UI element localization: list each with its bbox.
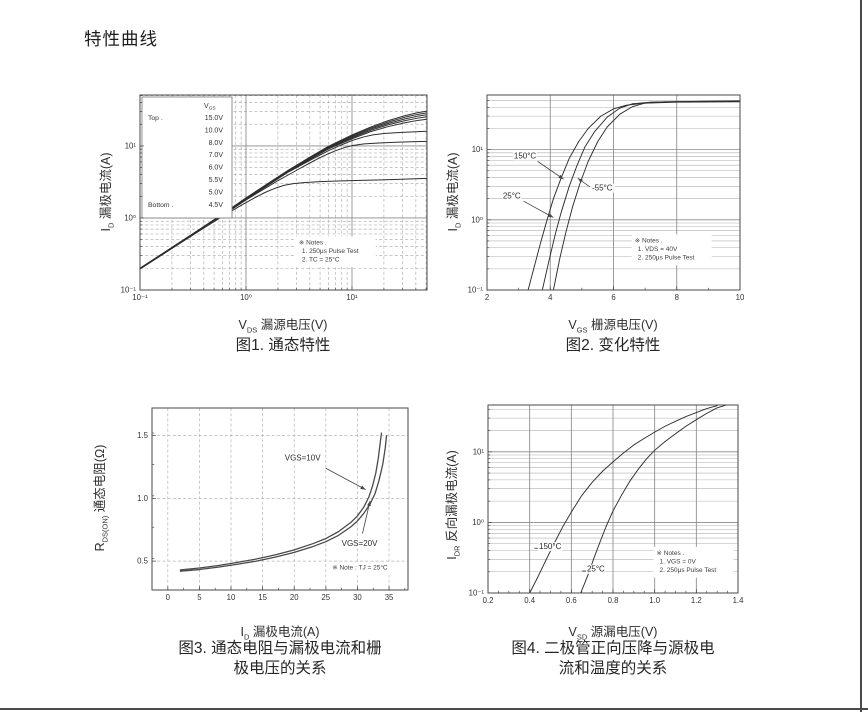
svg-text:1.4: 1.4 <box>733 596 745 605</box>
svg-text:150°C: 150°C <box>539 542 562 551</box>
svg-text:※ Notes .: ※ Notes . <box>635 237 663 244</box>
svg-text:1.0: 1.0 <box>137 494 149 503</box>
svg-text:10⁰: 10⁰ <box>472 518 484 527</box>
svg-text:VGS: VGS <box>204 103 216 112</box>
svg-text:6: 6 <box>611 293 615 302</box>
svg-text:2. 250μs Pulse Test: 2. 250μs Pulse Test <box>638 255 695 262</box>
fig1-output-characteristics-plot: VGS Top . 15.0V 10.0V 8.0V 7.0V 6.0V 5.5V 5.0V Bo… <box>121 94 428 302</box>
svg-text:10.0V: 10.0V <box>205 127 224 134</box>
svg-text:10¹: 10¹ <box>473 447 485 456</box>
svg-text:150°C: 150°C <box>514 151 537 160</box>
svg-text:-55°C: -55°C <box>592 184 613 193</box>
svg-text:※ Notes .: ※ Notes . <box>299 239 327 246</box>
fig2-x-axis-label: VGS 栅源电压(V) <box>568 318 658 335</box>
svg-text:VGS=10V: VGS=10V <box>285 454 321 463</box>
svg-text:10⁻¹: 10⁻¹ <box>121 286 137 295</box>
svg-text:10⁰: 10⁰ <box>124 214 136 223</box>
svg-text:10¹: 10¹ <box>472 145 484 154</box>
fig3-x-axis-label: ID 漏极电流(A) <box>240 625 320 642</box>
svg-text:5: 5 <box>197 593 202 602</box>
svg-text:0: 0 <box>166 593 171 602</box>
svg-text:10⁻¹: 10⁻¹ <box>468 286 484 295</box>
svg-text:Bottom .: Bottom . <box>148 202 173 209</box>
svg-text:1. 250μs Pulse Test: 1. 250μs Pulse Test <box>302 248 359 255</box>
page-border-bottom <box>0 708 868 710</box>
svg-text:Top .: Top . <box>148 115 163 122</box>
svg-text:15: 15 <box>258 593 267 602</box>
svg-text:1.0: 1.0 <box>649 596 661 605</box>
svg-text:25°C: 25°C <box>587 565 605 574</box>
svg-text:4.5V: 4.5V <box>209 202 224 209</box>
svg-text:1. VDS = 40V: 1. VDS = 40V <box>638 246 678 253</box>
fig4-x-axis-label: VSD 源漏电压(V) <box>568 625 658 642</box>
svg-text:5.5V: 5.5V <box>209 177 224 184</box>
page-title: 特性曲线 <box>84 29 158 49</box>
fig4-caption: 图4. 二极管正向压降与源极电流和温度的关系 <box>511 640 715 678</box>
svg-text:※ Notes .: ※ Notes . <box>657 550 685 557</box>
fig1-x-axis-label: VDS 漏源电压(V) <box>238 318 328 335</box>
svg-text:5.0V: 5.0V <box>209 189 224 196</box>
fig3-caption: 图3. 通态电阻与漏极电流和栅极电压的关系 <box>178 640 382 678</box>
svg-text:0.4: 0.4 <box>524 596 536 605</box>
svg-text:25°C: 25°C <box>503 192 521 201</box>
svg-text:1.2: 1.2 <box>691 596 702 605</box>
svg-text:35: 35 <box>385 593 394 602</box>
svg-text:4: 4 <box>548 293 553 302</box>
svg-text:0.8: 0.8 <box>608 596 619 605</box>
svg-text:7.0V: 7.0V <box>209 152 224 159</box>
fig1-caption: 图1. 通态特性 <box>235 337 331 354</box>
svg-text:2. TC = 25°C: 2. TC = 25°C <box>302 256 340 264</box>
svg-text:10⁻¹: 10⁻¹ <box>132 293 148 302</box>
svg-text:15.0V: 15.0V <box>205 115 224 122</box>
svg-text:10: 10 <box>736 293 745 302</box>
svg-text:※ Note : TJ = 25°C: ※ Note : TJ = 25°C <box>332 564 388 572</box>
page-border-right <box>860 0 862 712</box>
svg-text:20: 20 <box>290 593 299 602</box>
svg-text:1.5: 1.5 <box>137 431 149 440</box>
svg-text:10¹: 10¹ <box>346 293 358 302</box>
svg-text:25: 25 <box>321 593 330 602</box>
svg-text:10: 10 <box>227 593 236 602</box>
fig2-transfer-characteristics-plot: ※ Notes . 1. VDS = 40V 2. 250μs Pulse Test… <box>468 94 745 302</box>
svg-text:VGS=20V: VGS=20V <box>342 539 378 548</box>
fig3-y-axis-label: RDS(ON) 通态电阻(Ω) <box>92 444 110 552</box>
svg-text:30: 30 <box>353 593 362 602</box>
svg-text:0.5: 0.5 <box>137 557 149 566</box>
svg-text:2. 250μs Pulse Test: 2. 250μs Pulse Test <box>660 567 717 574</box>
svg-text:10⁻¹: 10⁻¹ <box>469 589 485 598</box>
svg-text:10¹: 10¹ <box>125 142 137 151</box>
svg-text:1. VGS = 0V: 1. VGS = 0V <box>660 558 697 565</box>
svg-text:10⁰: 10⁰ <box>471 215 483 224</box>
fig2-caption: 图2. 变化特性 <box>565 337 661 354</box>
svg-text:0.2: 0.2 <box>483 596 494 605</box>
fig3-rdson-vs-current-plot: ※ Note : TJ = 25°C VGS=10V VGS=20V 0 5 10 15 20… <box>137 407 409 602</box>
svg-text:2: 2 <box>485 293 489 302</box>
svg-text:0.6: 0.6 <box>566 596 577 605</box>
svg-text:8: 8 <box>675 293 679 302</box>
fig4-diode-forward-voltage-plot: ※ Notes .1. VGS = 0V 2. 250μs Pulse Test 1… <box>469 404 745 605</box>
svg-text:10⁰: 10⁰ <box>240 293 252 302</box>
svg-text:8.0V: 8.0V <box>209 140 224 147</box>
svg-text:6.0V: 6.0V <box>209 165 224 172</box>
